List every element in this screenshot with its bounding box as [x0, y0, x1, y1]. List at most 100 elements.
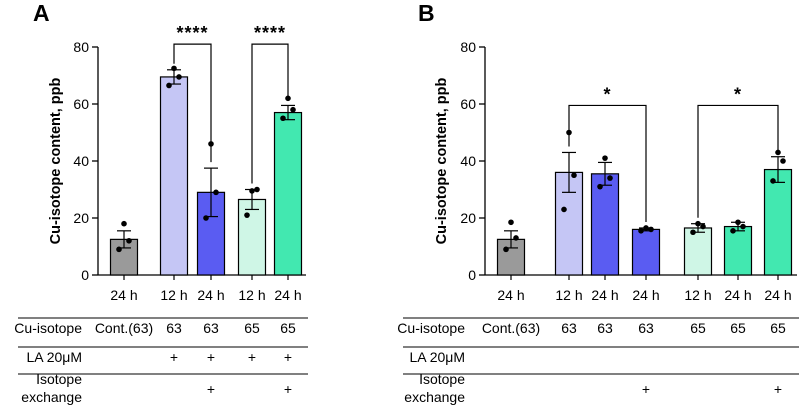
panel-b-category-label: 12 h	[555, 287, 582, 303]
panel-b-data-point	[735, 219, 741, 226]
panel-a-category-label: 12 h	[160, 287, 187, 303]
panel-b-data-point	[602, 155, 608, 161]
panel-a-letter: A	[33, 0, 50, 26]
panel-a-y-tick-label: 80	[73, 39, 89, 55]
panel-b-y-tick-label: 80	[460, 39, 476, 55]
panel-a-table-cell: 63	[203, 320, 219, 336]
panel-a-table-cell: +	[207, 381, 215, 397]
panel-a-data-point	[244, 212, 250, 218]
panel-a-significance-bracket	[251, 43, 289, 184]
panel-a-category-label: 12 h	[238, 287, 265, 303]
panel-b-chart: 0 20 40 60 80 Cu-isotope content, ppb 24 h 12 h…	[397, 39, 799, 405]
panel-b-significance-label: *	[734, 84, 742, 104]
panel-b-category-label: 12 h	[684, 287, 711, 303]
panel-b-data-point	[780, 158, 786, 164]
panel-a-significance-label: ****	[176, 23, 208, 43]
panel-a-chart: 0 20 40 60 80 Cu-isotope content, ppb 24 h 12 h…	[14, 23, 308, 405]
panel-a-data-point	[126, 238, 132, 244]
panel-a-y-tick-label: 40	[73, 153, 89, 169]
panel-b-significance-bracket	[568, 104, 647, 222]
panel-b-table-row-label: Isotope	[419, 371, 465, 387]
panel-a-category-label: 24 h	[110, 287, 137, 303]
panel-a-table-row-label: Cu-isotope	[14, 320, 82, 336]
panel-b-data-point	[508, 219, 514, 226]
panel-b-bar	[763, 168, 793, 276]
panel-b-data-point	[607, 175, 613, 181]
panel-b-data-point	[770, 178, 776, 184]
panel-a-bar	[159, 76, 189, 276]
panel-b-data-point	[561, 206, 567, 213]
panel-a-table-row-label: LA 20μM	[26, 349, 82, 365]
panel-b-y-tick-label: 20	[460, 210, 476, 226]
panel-b-data-point	[571, 172, 577, 179]
panel-a-data-point	[176, 74, 182, 80]
panel-a-data-point	[290, 106, 296, 113]
panel-a-data-point	[121, 220, 127, 227]
panel-b-category-label: 24 h	[497, 287, 524, 303]
panel-b-data-point	[740, 223, 746, 230]
panel-a-y-tick-label: 60	[73, 96, 89, 112]
panel-b-y-tick-label: 60	[460, 96, 476, 112]
panel-b-table-cell: 65	[690, 320, 706, 336]
panel-a-significance-bracket	[173, 43, 212, 163]
panel-a-data-point	[254, 186, 260, 193]
panel-a-bar	[273, 111, 303, 276]
panel-b-significance-bracket	[697, 104, 779, 218]
panel-b-y-tick-label: 0	[468, 267, 476, 283]
panel-a-y-tick-label: 20	[73, 210, 89, 226]
panel-b-table-cell: +	[774, 381, 782, 397]
panel-a-table-cell: +	[284, 349, 292, 365]
panel-a-table-row-label: exchange	[21, 389, 82, 405]
panel-b-bar	[683, 227, 713, 276]
panel-b-significance-label: *	[603, 84, 611, 104]
panel-b-table-cell: 65	[730, 320, 746, 336]
panel-b-table-cell: +	[642, 381, 650, 397]
panel-a-category-label: 24 h	[274, 287, 301, 303]
panel-b-table-row-label: LA 20μM	[409, 349, 465, 365]
panel-b-table-row-label: Cu-isotope	[397, 320, 465, 336]
panel-b-table-cell: 65	[770, 320, 786, 336]
panel-a-table-cell: 65	[280, 320, 296, 336]
panel-a-data-point	[171, 65, 177, 72]
panel-b-data-point	[648, 226, 654, 233]
panel-b-category-label: 24 h	[764, 287, 791, 303]
panel-a-data-point	[280, 115, 286, 122]
panel-b-table-cell: 63	[597, 320, 613, 336]
panel-b-category-label: 24 h	[591, 287, 618, 303]
panel-a-y-axis-label: Cu-isotope content, ppb	[48, 77, 64, 244]
panel-a-data-point	[203, 215, 209, 221]
panel-a-data-point	[116, 246, 122, 253]
panel-a-significance-label: ****	[254, 23, 286, 43]
panel-a-table-cell: +	[284, 381, 292, 397]
panel-b-data-point	[695, 220, 701, 227]
panel-b-data-point	[643, 225, 649, 231]
panel-a-table-cell: 65	[244, 320, 260, 336]
panel-b-bar	[723, 225, 753, 276]
panel-a-table-cell: +	[170, 349, 178, 365]
panel-a-table-cell: 63	[166, 320, 182, 336]
panel-b-letter: B	[418, 0, 435, 26]
panel-b-y-axis-label: Cu-isotope content, ppb	[434, 77, 450, 244]
panel-b-data-point	[730, 228, 736, 234]
panel-b-table-cell: 63	[561, 320, 577, 336]
panel-a-y-tick-label: 0	[81, 267, 89, 283]
panel-a-data-point	[213, 189, 219, 196]
panel-b-data-point	[690, 229, 696, 236]
panel-a-table-cell: +	[207, 349, 215, 365]
panel-b-data-point	[513, 235, 519, 241]
panel-a-bar	[237, 198, 267, 276]
panel-b-bar	[631, 228, 661, 276]
panel-a-table-row-label: Isotope	[36, 371, 82, 387]
panel-a-table-cell: Cont.(63)	[95, 320, 153, 336]
panel-b-table-cell: Cont.(63)	[482, 320, 540, 336]
panel-b-data-point	[503, 246, 509, 253]
panel-a-category-label: 24 h	[197, 287, 224, 303]
panel-b-data-point	[597, 183, 603, 190]
panel-a-table-cell: +	[248, 349, 256, 365]
panel-b-category-label: 24 h	[632, 287, 659, 303]
panel-b-data-point	[775, 149, 781, 156]
panel-b-category-label: 24 h	[724, 287, 751, 303]
panel-a-data-point	[249, 188, 255, 194]
panel-b-bar	[590, 173, 620, 276]
